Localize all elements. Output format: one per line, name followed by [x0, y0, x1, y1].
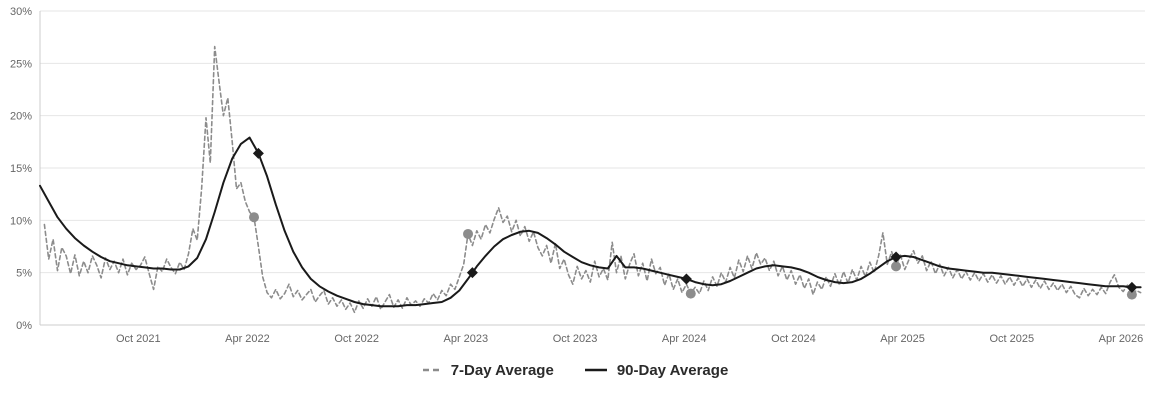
x-axis-tick-label: Oct 2023 [553, 333, 598, 345]
y-axis-tick-label: 25% [10, 58, 32, 70]
diamond-marker [1126, 281, 1138, 293]
diamond-marker [252, 147, 264, 159]
y-axis-tick-label: 5% [16, 268, 32, 280]
line-chart: 0% 5% 10% 15% 20% 25% 30% Oct 2021 Apr 2022 Oct 2… [10, 6, 1145, 345]
x-axis-tick-label: Oct 2022 [334, 333, 379, 345]
legend-label-90-day: 90-Day Average [616, 361, 729, 379]
circle-marker [463, 228, 474, 239]
series-line-solid [39, 136, 1142, 308]
y-axis-tick-label: 20% [10, 111, 32, 123]
chart-legend: 7-Day Average 90-Day Average [0, 356, 1150, 384]
legend-item-90-day-average[interactable]: 90-Day Average [584, 362, 728, 379]
x-axis-tick-label: Oct 2024 [771, 333, 816, 345]
circle-marker [891, 261, 902, 272]
circle-marker [685, 288, 696, 299]
x-axis-tick-label: Oct 2021 [116, 333, 161, 345]
legend-label-7-day: 7-Day Average [450, 361, 554, 379]
diamond-marker [466, 267, 478, 279]
legend-item-7-day-average[interactable]: 7-Day Average [422, 362, 554, 379]
circle-marker [249, 212, 260, 223]
solid-line-icon [584, 368, 607, 372]
y-axis-tick-label: 10% [10, 215, 32, 227]
x-axis-tick-label: Apr 2022 [225, 333, 270, 345]
series-line-dashed [43, 45, 1142, 314]
y-axis-tick-label: 30% [10, 6, 32, 18]
y-axis-tick-label: 0% [16, 320, 32, 332]
x-axis-tick-label: Apr 2025 [880, 333, 925, 345]
x-axis-tick-label: Oct 2025 [989, 333, 1034, 345]
x-axis-tick-label: Apr 2024 [662, 333, 707, 345]
x-axis-tick-label: Apr 2026 [1099, 333, 1144, 345]
diamond-marker [680, 273, 692, 285]
circle-marker [1126, 289, 1137, 300]
x-axis-tick-label: Apr 2023 [444, 333, 489, 345]
diamond-marker [890, 251, 902, 263]
y-axis-tick-label: 15% [10, 163, 32, 175]
dashed-line-icon [422, 368, 441, 372]
